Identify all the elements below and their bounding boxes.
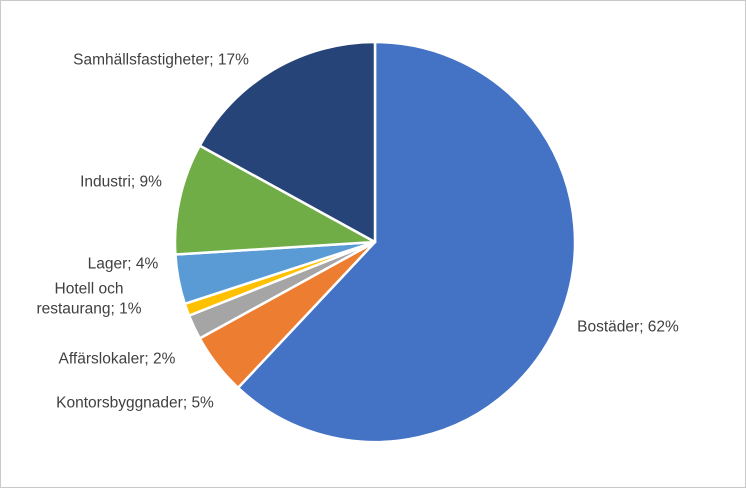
slice-label-samh-llsfastigheter: Samhällsfastigheter; 17% (73, 52, 249, 69)
pie-slice-samh-llsfastigheter (198, 40, 377, 244)
slice-label-hotell-och-restaurang: Hotell och restaurang; 1% (36, 281, 141, 318)
slice-label-lager: Lager; 4% (88, 256, 159, 273)
slice-label-aff-rslokaler: Affärslokaler; 2% (59, 351, 176, 368)
slice-label-bost-der: Bostäder; 62% (577, 319, 679, 336)
pie-slice-industri (173, 144, 377, 256)
slice-label-industri: Industri; 9% (80, 174, 162, 191)
slice-label-kontorsbyggnader: Kontorsbyggnader; 5% (56, 395, 214, 412)
pie-slice-bost-der (236, 40, 577, 444)
